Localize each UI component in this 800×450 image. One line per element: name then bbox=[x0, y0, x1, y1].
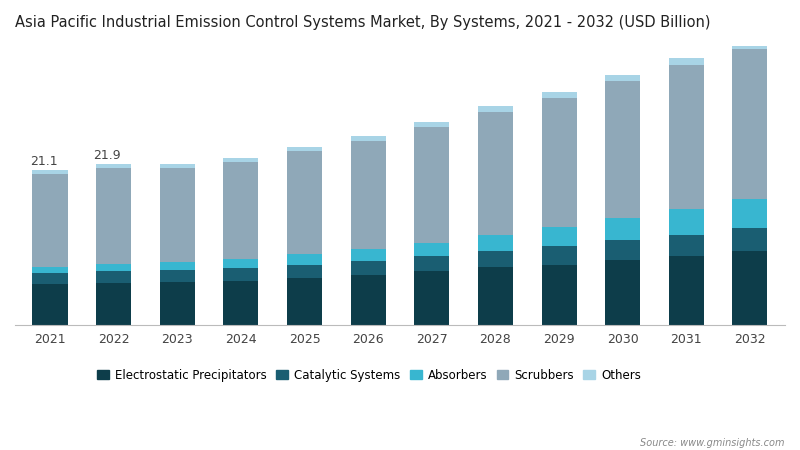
Bar bbox=[287, 147, 322, 151]
Bar bbox=[33, 284, 67, 324]
Bar bbox=[287, 278, 322, 324]
Bar bbox=[542, 246, 577, 265]
Bar bbox=[669, 209, 704, 234]
Bar bbox=[350, 261, 386, 275]
Bar bbox=[414, 243, 450, 256]
Bar bbox=[223, 281, 258, 324]
Bar bbox=[606, 75, 640, 81]
Bar bbox=[669, 65, 704, 209]
Bar bbox=[33, 170, 67, 174]
Bar bbox=[287, 254, 322, 265]
Bar bbox=[350, 275, 386, 324]
Bar bbox=[606, 218, 640, 240]
Bar bbox=[96, 264, 131, 271]
Bar bbox=[223, 268, 258, 281]
Bar bbox=[733, 252, 767, 324]
Bar bbox=[414, 122, 450, 127]
Bar bbox=[160, 168, 194, 262]
Text: Source: www.gminsights.com: Source: www.gminsights.com bbox=[639, 438, 784, 448]
Bar bbox=[478, 251, 513, 267]
Bar bbox=[478, 112, 513, 234]
Legend: Electrostatic Precipitators, Catalytic Systems, Absorbers, Scrubbers, Others: Electrostatic Precipitators, Catalytic S… bbox=[93, 364, 646, 386]
Bar bbox=[414, 127, 450, 243]
Bar bbox=[542, 265, 577, 324]
Bar bbox=[96, 271, 131, 283]
Bar bbox=[287, 265, 322, 278]
Bar bbox=[414, 256, 450, 271]
Bar bbox=[160, 270, 194, 282]
Bar bbox=[96, 168, 131, 264]
Bar bbox=[669, 234, 704, 256]
Bar bbox=[350, 249, 386, 261]
Bar bbox=[606, 81, 640, 218]
Bar bbox=[33, 267, 67, 273]
Bar bbox=[223, 162, 258, 260]
Bar bbox=[733, 199, 767, 228]
Bar bbox=[733, 49, 767, 199]
Bar bbox=[542, 227, 577, 246]
Bar bbox=[33, 174, 67, 267]
Bar bbox=[33, 273, 67, 284]
Text: Asia Pacific Industrial Emission Control Systems Market, By Systems, 2021 - 2032: Asia Pacific Industrial Emission Control… bbox=[15, 15, 710, 30]
Bar bbox=[669, 256, 704, 324]
Bar bbox=[542, 98, 577, 227]
Bar bbox=[160, 282, 194, 324]
Bar bbox=[96, 164, 131, 168]
Bar bbox=[223, 158, 258, 162]
Text: 21.1: 21.1 bbox=[30, 155, 58, 168]
Bar bbox=[733, 41, 767, 49]
Bar bbox=[223, 260, 258, 268]
Bar bbox=[733, 228, 767, 252]
Bar bbox=[478, 234, 513, 251]
Bar bbox=[414, 271, 450, 324]
Bar bbox=[287, 151, 322, 254]
Bar bbox=[606, 260, 640, 324]
Bar bbox=[606, 240, 640, 260]
Bar bbox=[350, 141, 386, 249]
Bar bbox=[669, 58, 704, 65]
Bar bbox=[478, 107, 513, 112]
Text: 21.9: 21.9 bbox=[94, 149, 121, 162]
Bar bbox=[478, 267, 513, 324]
Bar bbox=[160, 164, 194, 168]
Bar bbox=[160, 262, 194, 270]
Bar bbox=[96, 283, 131, 324]
Bar bbox=[542, 92, 577, 98]
Bar bbox=[350, 136, 386, 141]
